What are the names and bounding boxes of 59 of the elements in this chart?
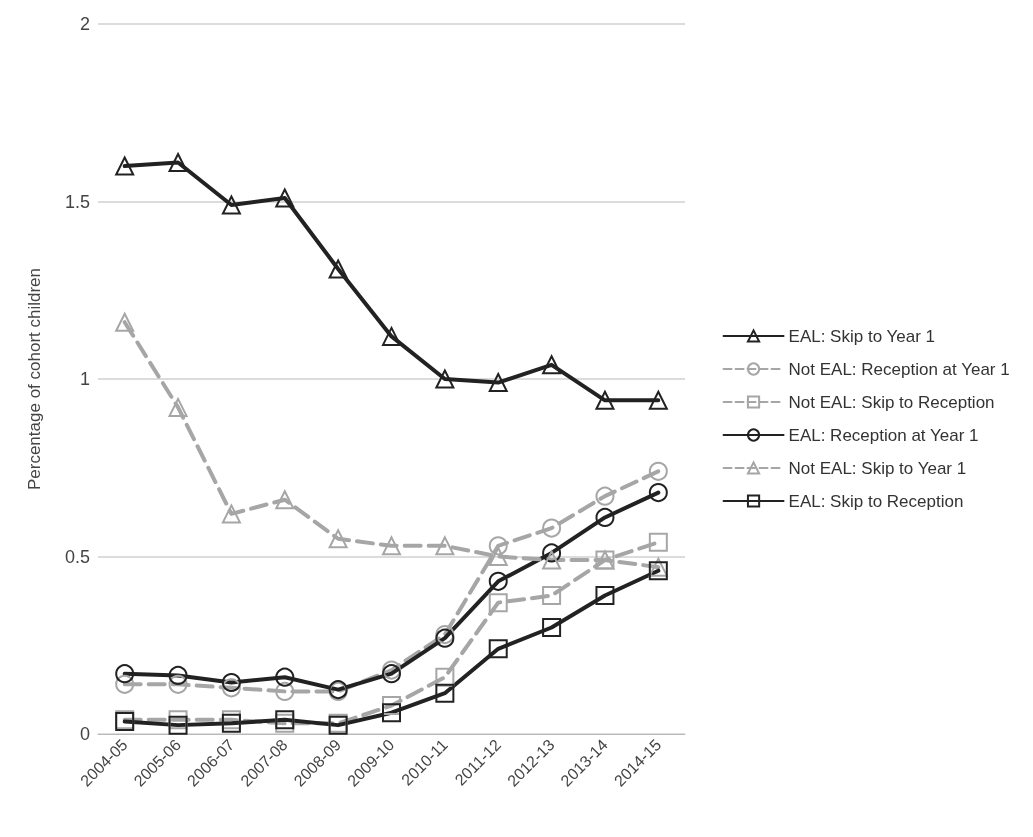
point [542, 586, 562, 606]
y-tick-label: 1.5 [64, 191, 90, 212]
point [435, 369, 455, 389]
y-axis-title: Percentage of cohort children [25, 267, 44, 491]
point [488, 547, 508, 566]
legend-label: EAL: Reception at Year 1 [788, 425, 979, 445]
point [595, 486, 615, 506]
legend-label: Not EAL: Skip to Reception [788, 392, 995, 412]
point [275, 667, 295, 687]
legend-label: EAL: Skip to Year 1 [788, 326, 936, 346]
point [648, 532, 668, 552]
y-tick-label: 2 [79, 14, 90, 34]
point [382, 536, 401, 556]
y-tick-label: 0 [79, 724, 90, 744]
legend-label: Not EAL: Skip to Year 1 [788, 458, 967, 478]
y-tick-label: 0.5 [64, 546, 90, 567]
point [115, 674, 135, 694]
point [168, 397, 188, 417]
point [168, 674, 188, 694]
point [382, 703, 401, 723]
point [328, 259, 348, 279]
point [542, 543, 562, 563]
point [221, 195, 241, 215]
point [488, 536, 508, 556]
point [648, 461, 668, 481]
point [382, 664, 401, 684]
point [542, 355, 562, 375]
point [435, 683, 455, 703]
point [328, 529, 348, 549]
point [382, 660, 401, 680]
y-tick-label: 1 [79, 369, 90, 389]
point [435, 536, 455, 556]
point [221, 673, 241, 693]
point [488, 639, 508, 659]
point [542, 550, 562, 570]
point [595, 507, 615, 527]
point [488, 593, 508, 613]
point [115, 156, 135, 176]
point [275, 188, 295, 208]
point [168, 665, 188, 685]
point [488, 571, 508, 591]
point [595, 586, 615, 606]
point [221, 678, 241, 698]
point [275, 490, 295, 510]
point [435, 667, 455, 687]
point [542, 518, 562, 538]
point [648, 483, 668, 503]
point [115, 312, 135, 332]
point [115, 664, 135, 684]
point [168, 715, 188, 735]
point [488, 373, 508, 393]
point [168, 152, 188, 172]
point [648, 390, 668, 410]
point [542, 618, 562, 637]
legend-label: Not EAL: Reception at Year 1 [788, 359, 1010, 379]
point [275, 681, 295, 701]
point [595, 390, 615, 410]
point [221, 504, 241, 524]
legend-label: EAL: Skip to Reception [788, 491, 964, 511]
